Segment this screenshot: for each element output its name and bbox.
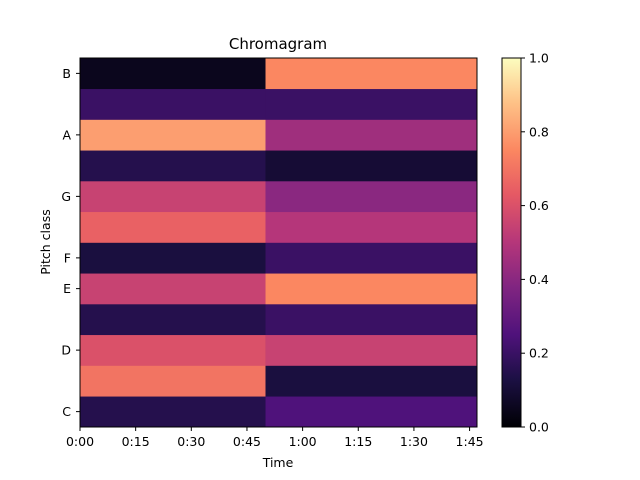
heatmap-cell-1-G <box>265 181 477 213</box>
heatmap-cell-1-E <box>265 273 477 305</box>
colorbar-tick-label: 1.0 <box>529 51 549 66</box>
heatmap-cell-0-B <box>80 58 266 90</box>
heatmap-cell-0-Fsharp <box>80 211 266 243</box>
y-tick-label: E <box>63 281 71 296</box>
heatmap-cell-1-Csharp <box>265 365 477 397</box>
x-tick-label: 1:45 <box>456 434 484 449</box>
heatmap-cell-0-G <box>80 181 266 213</box>
heatmap-cell-0-F <box>80 242 266 274</box>
colorbar-axis: 0.0 0.2 0.4 0.6 0.8 1.0 <box>521 51 549 435</box>
heatmap-cell-0-Csharp <box>80 365 266 397</box>
heatmap-cell-0-Gsharp <box>80 150 266 182</box>
colorbar <box>501 57 522 428</box>
heatmap-cell-0-C <box>80 396 266 428</box>
x-tick-label: 0:15 <box>122 434 150 449</box>
y-axis: C D E F G A B <box>61 66 80 419</box>
chart-title: Chromagram <box>229 35 327 53</box>
colorbar-tick-label: 0.6 <box>529 198 549 213</box>
heatmap-cell-0-E <box>80 273 266 305</box>
colorbar-tick-label: 0.8 <box>529 124 549 139</box>
heatmap-cell-1-Fsharp <box>265 211 477 243</box>
heatmap-cell-0-Asharp <box>80 88 266 120</box>
y-tick-label: G <box>61 189 71 204</box>
heatmap-cell-0-D <box>80 334 266 366</box>
y-tick-label: D <box>61 343 71 358</box>
y-axis-label: Pitch class <box>38 209 53 274</box>
y-tick-label: A <box>62 127 71 142</box>
heatmap-cell-1-A <box>265 119 477 151</box>
heatmap-cell-1-B <box>265 58 477 90</box>
heatmap-cell-1-Dsharp <box>265 304 477 336</box>
heatmap-cell-1-F <box>265 242 477 274</box>
x-tick-label: 0:00 <box>66 434 94 449</box>
colorbar-tick-label: 0.0 <box>529 420 549 435</box>
x-tick-label: 0:45 <box>233 434 261 449</box>
x-axis-label: Time <box>262 455 294 470</box>
x-tick-label: 1:00 <box>289 434 317 449</box>
plot-frame <box>79 57 478 428</box>
heatmap-cell-1-Gsharp <box>265 150 477 182</box>
colorbar-tick-label: 0.2 <box>529 346 549 361</box>
heatmap-cell-0-A <box>80 119 266 151</box>
heatmap-cell-1-C <box>265 396 477 428</box>
y-tick-label: B <box>62 66 71 81</box>
heatmap-area <box>80 58 477 428</box>
y-tick-label: C <box>62 404 71 419</box>
x-tick-label: 0:30 <box>177 434 205 449</box>
y-tick-label: F <box>64 250 71 265</box>
x-axis: 0:00 0:15 0:30 0:45 1:00 1:15 1:30 1:45 <box>66 427 484 449</box>
x-tick-label: 1:30 <box>400 434 428 449</box>
heatmap-cell-0-Dsharp <box>80 304 266 336</box>
heatmap-cell-1-D <box>265 334 477 366</box>
x-tick-label: 1:15 <box>344 434 372 449</box>
colorbar-tick-label: 0.4 <box>529 272 549 287</box>
heatmap-cell-1-Asharp <box>265 88 477 120</box>
